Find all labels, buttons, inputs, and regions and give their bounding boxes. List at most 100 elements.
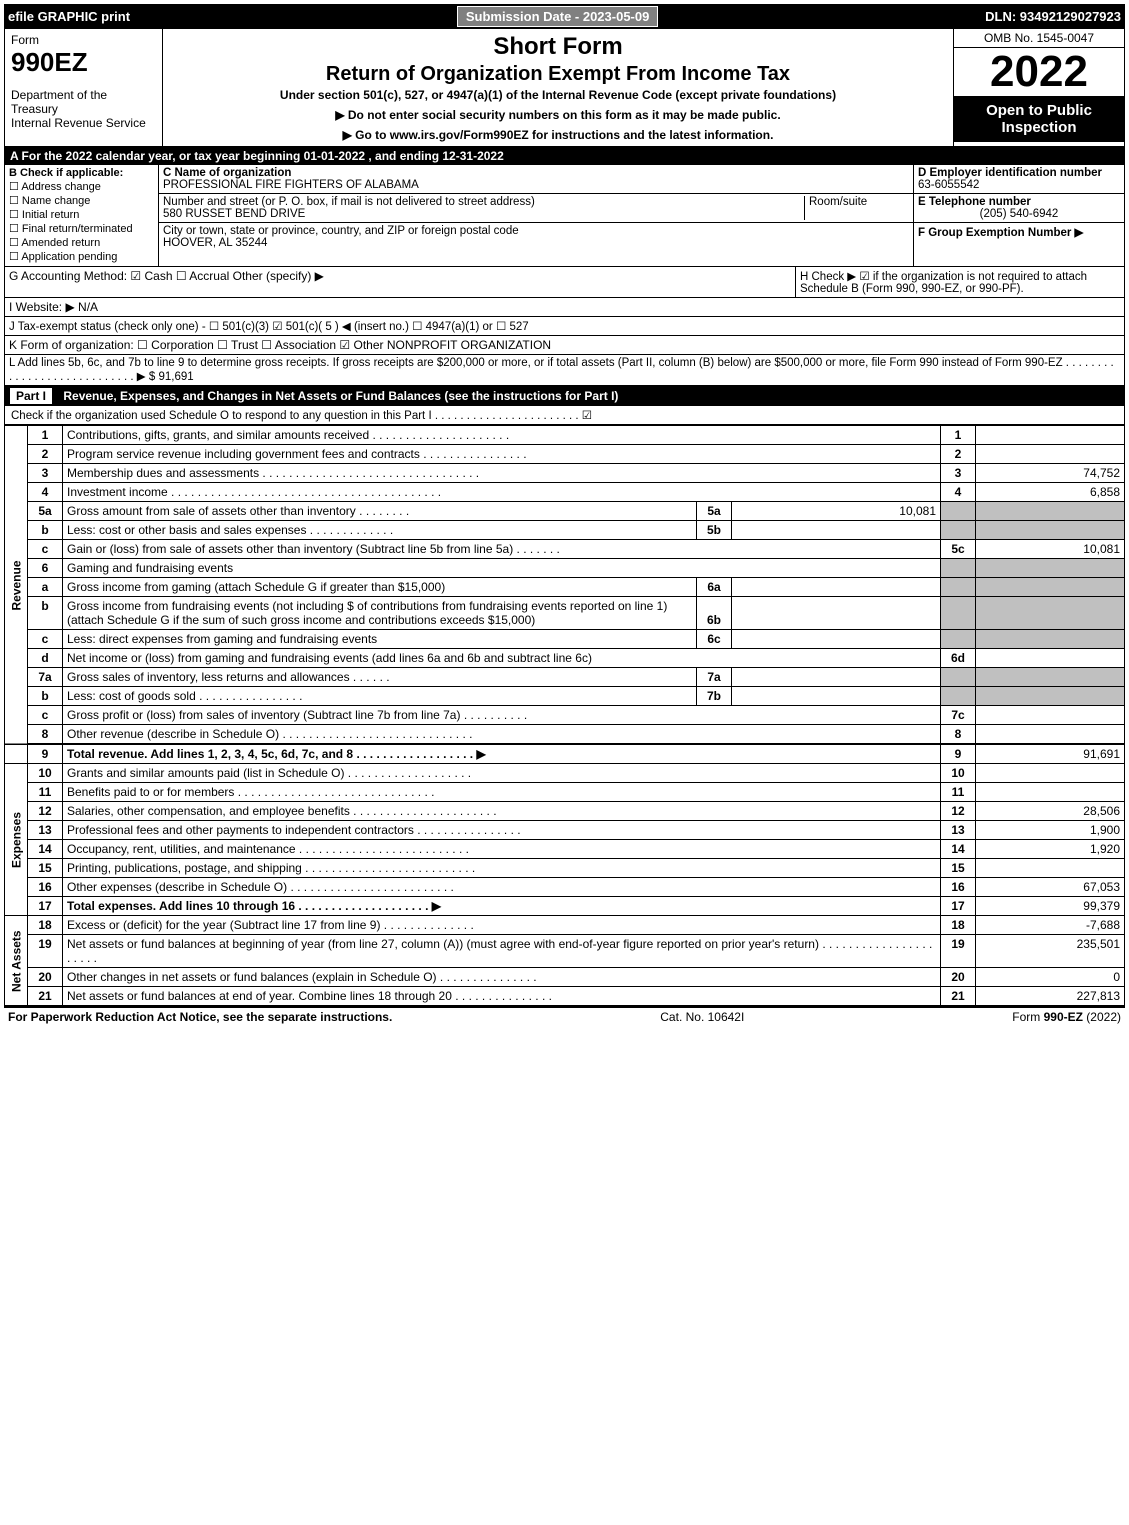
l17-num: 17 — [28, 897, 63, 916]
l17-box: 17 — [941, 897, 976, 916]
ein-value: 63-6055542 — [918, 179, 979, 191]
l20-box: 20 — [941, 968, 976, 987]
l6a-shade — [941, 578, 976, 597]
l6b-shade2 — [976, 597, 1125, 630]
l6d-text: Net income or (loss) from gaming and fun… — [63, 649, 941, 668]
l5a-ibox: 5a — [697, 502, 732, 520]
l4-text: Investment income . . . . . . . . . . . … — [63, 483, 941, 502]
l7c-amt — [976, 706, 1125, 725]
footer-mid: Cat. No. 10642I — [660, 1010, 744, 1024]
l5b-shade — [941, 521, 976, 540]
form-word: Form — [11, 33, 156, 47]
l5a-shade — [941, 502, 976, 521]
l12-box: 12 — [941, 802, 976, 821]
l6d-num: d — [28, 649, 63, 668]
l10-box: 10 — [941, 764, 976, 783]
under-section: Under section 501(c), 527, or 4947(a)(1)… — [169, 88, 947, 102]
box-b: B Check if applicable: ☐ Address change … — [5, 165, 159, 266]
l16-box: 16 — [941, 878, 976, 897]
l13-amt: 1,900 — [976, 821, 1125, 840]
street-label: Number and street (or P. O. box, if mail… — [163, 196, 535, 208]
footer-left: For Paperwork Reduction Act Notice, see … — [8, 1010, 392, 1024]
l6c-shade — [941, 630, 976, 649]
open-to-public: Open to Public Inspection — [954, 96, 1124, 142]
l5c-text: Gain or (loss) from sale of assets other… — [63, 540, 941, 559]
l21-text: Net assets or fund balances at end of ye… — [63, 987, 941, 1006]
l3-num: 3 — [28, 464, 63, 483]
l7b-num: b — [28, 687, 63, 706]
box-c-label: C Name of organization — [163, 167, 291, 179]
l6d-box: 6d — [941, 649, 976, 668]
l18-num: 18 — [28, 916, 63, 935]
side-expenses: Expenses — [5, 764, 28, 916]
box-c: C Name of organization PROFESSIONAL FIRE… — [159, 165, 914, 266]
l14-amt: 1,920 — [976, 840, 1125, 859]
street-value: 580 RUSSET BEND DRIVE — [163, 208, 305, 220]
line-g-h: G Accounting Method: ☑ Cash ☐ Accrual Ot… — [4, 267, 1125, 298]
l1-box: 1 — [941, 426, 976, 445]
l20-num: 20 — [28, 968, 63, 987]
city-value: HOOVER, AL 35244 — [163, 237, 267, 249]
l7a-text: Gross sales of inventory, less returns a… — [63, 668, 941, 687]
cb-final-return[interactable]: ☐ Final return/terminated — [9, 222, 154, 235]
l6a-text: Gross income from gaming (attach Schedul… — [63, 578, 941, 597]
line-a: A For the 2022 calendar year, or tax yea… — [4, 147, 1125, 165]
cb-initial-return[interactable]: ☐ Initial return — [9, 208, 154, 221]
l6c-text: Less: direct expenses from gaming and fu… — [63, 630, 941, 649]
org-name: PROFESSIONAL FIRE FIGHTERS OF ALABAMA — [163, 179, 419, 191]
l7b-shade — [941, 687, 976, 706]
l2-num: 2 — [28, 445, 63, 464]
right-info: D Employer identification number 63-6055… — [914, 165, 1124, 266]
l5a-iamt: 10,081 — [732, 502, 941, 520]
cb-amended[interactable]: ☐ Amended return — [9, 236, 154, 249]
part1-check: Check if the organization used Schedule … — [4, 406, 1125, 425]
l20-amt: 0 — [976, 968, 1125, 987]
l7c-num: c — [28, 706, 63, 725]
l4-box: 4 — [941, 483, 976, 502]
l6-num: 6 — [28, 559, 63, 578]
cb-name-change[interactable]: ☐ Name change — [9, 194, 154, 207]
form-header: Form 990EZ Department of the Treasury In… — [4, 29, 1125, 147]
header-center: Short Form Return of Organization Exempt… — [163, 29, 954, 146]
gross-receipts-amt: 91,691 — [158, 371, 193, 383]
l6b-iamt — [732, 597, 941, 629]
part1-header: Part I Revenue, Expenses, and Changes in… — [4, 386, 1125, 406]
omb-number: OMB No. 1545-0047 — [954, 29, 1124, 48]
part1-tag: Part I — [10, 388, 52, 404]
l18-amt: -7,688 — [976, 916, 1125, 935]
l7b-ibox: 7b — [697, 687, 732, 705]
efile-label[interactable]: efile GRAPHIC print — [8, 9, 130, 24]
submission-date: Submission Date - 2023-05-09 — [457, 6, 659, 27]
l18-text: Excess or (deficit) for the year (Subtra… — [63, 916, 941, 935]
cb-pending[interactable]: ☐ Application pending — [9, 250, 154, 263]
dln: DLN: 93492129027923 — [985, 9, 1121, 24]
l5b-text: Less: cost or other basis and sales expe… — [63, 521, 941, 540]
cb-address-change[interactable]: ☐ Address change — [9, 180, 154, 193]
l20-text: Other changes in net assets or fund bala… — [63, 968, 941, 987]
irs-label: Internal Revenue Service — [11, 116, 156, 130]
l11-amt — [976, 783, 1125, 802]
form-title: Return of Organization Exempt From Incom… — [169, 63, 947, 86]
l11-text: Benefits paid to or for members . . . . … — [63, 783, 941, 802]
goto-link[interactable]: ▶ Go to www.irs.gov/Form990EZ for instru… — [169, 128, 947, 142]
l3-amt: 74,752 — [976, 464, 1125, 483]
l2-text: Program service revenue including govern… — [63, 445, 941, 464]
l12-num: 12 — [28, 802, 63, 821]
l5c-num: c — [28, 540, 63, 559]
l19-num: 19 — [28, 935, 63, 968]
l5a-text: Gross amount from sale of assets other t… — [63, 502, 941, 521]
l5a-num: 5a — [28, 502, 63, 521]
l6c-shade2 — [976, 630, 1125, 649]
l5b-shade2 — [976, 521, 1125, 540]
l16-text: Other expenses (describe in Schedule O) … — [63, 878, 941, 897]
l2-amt — [976, 445, 1125, 464]
l19-amt: 235,501 — [976, 935, 1125, 968]
dept-treasury: Department of the Treasury — [11, 88, 156, 116]
l6a-iamt — [732, 578, 941, 596]
no-ssn-warning: ▶ Do not enter social security numbers o… — [169, 108, 947, 122]
l17-amt: 99,379 — [976, 897, 1125, 916]
l13-num: 13 — [28, 821, 63, 840]
l9-text: Total revenue. Add lines 1, 2, 3, 4, 5c,… — [63, 744, 941, 764]
l13-box: 13 — [941, 821, 976, 840]
l14-box: 14 — [941, 840, 976, 859]
